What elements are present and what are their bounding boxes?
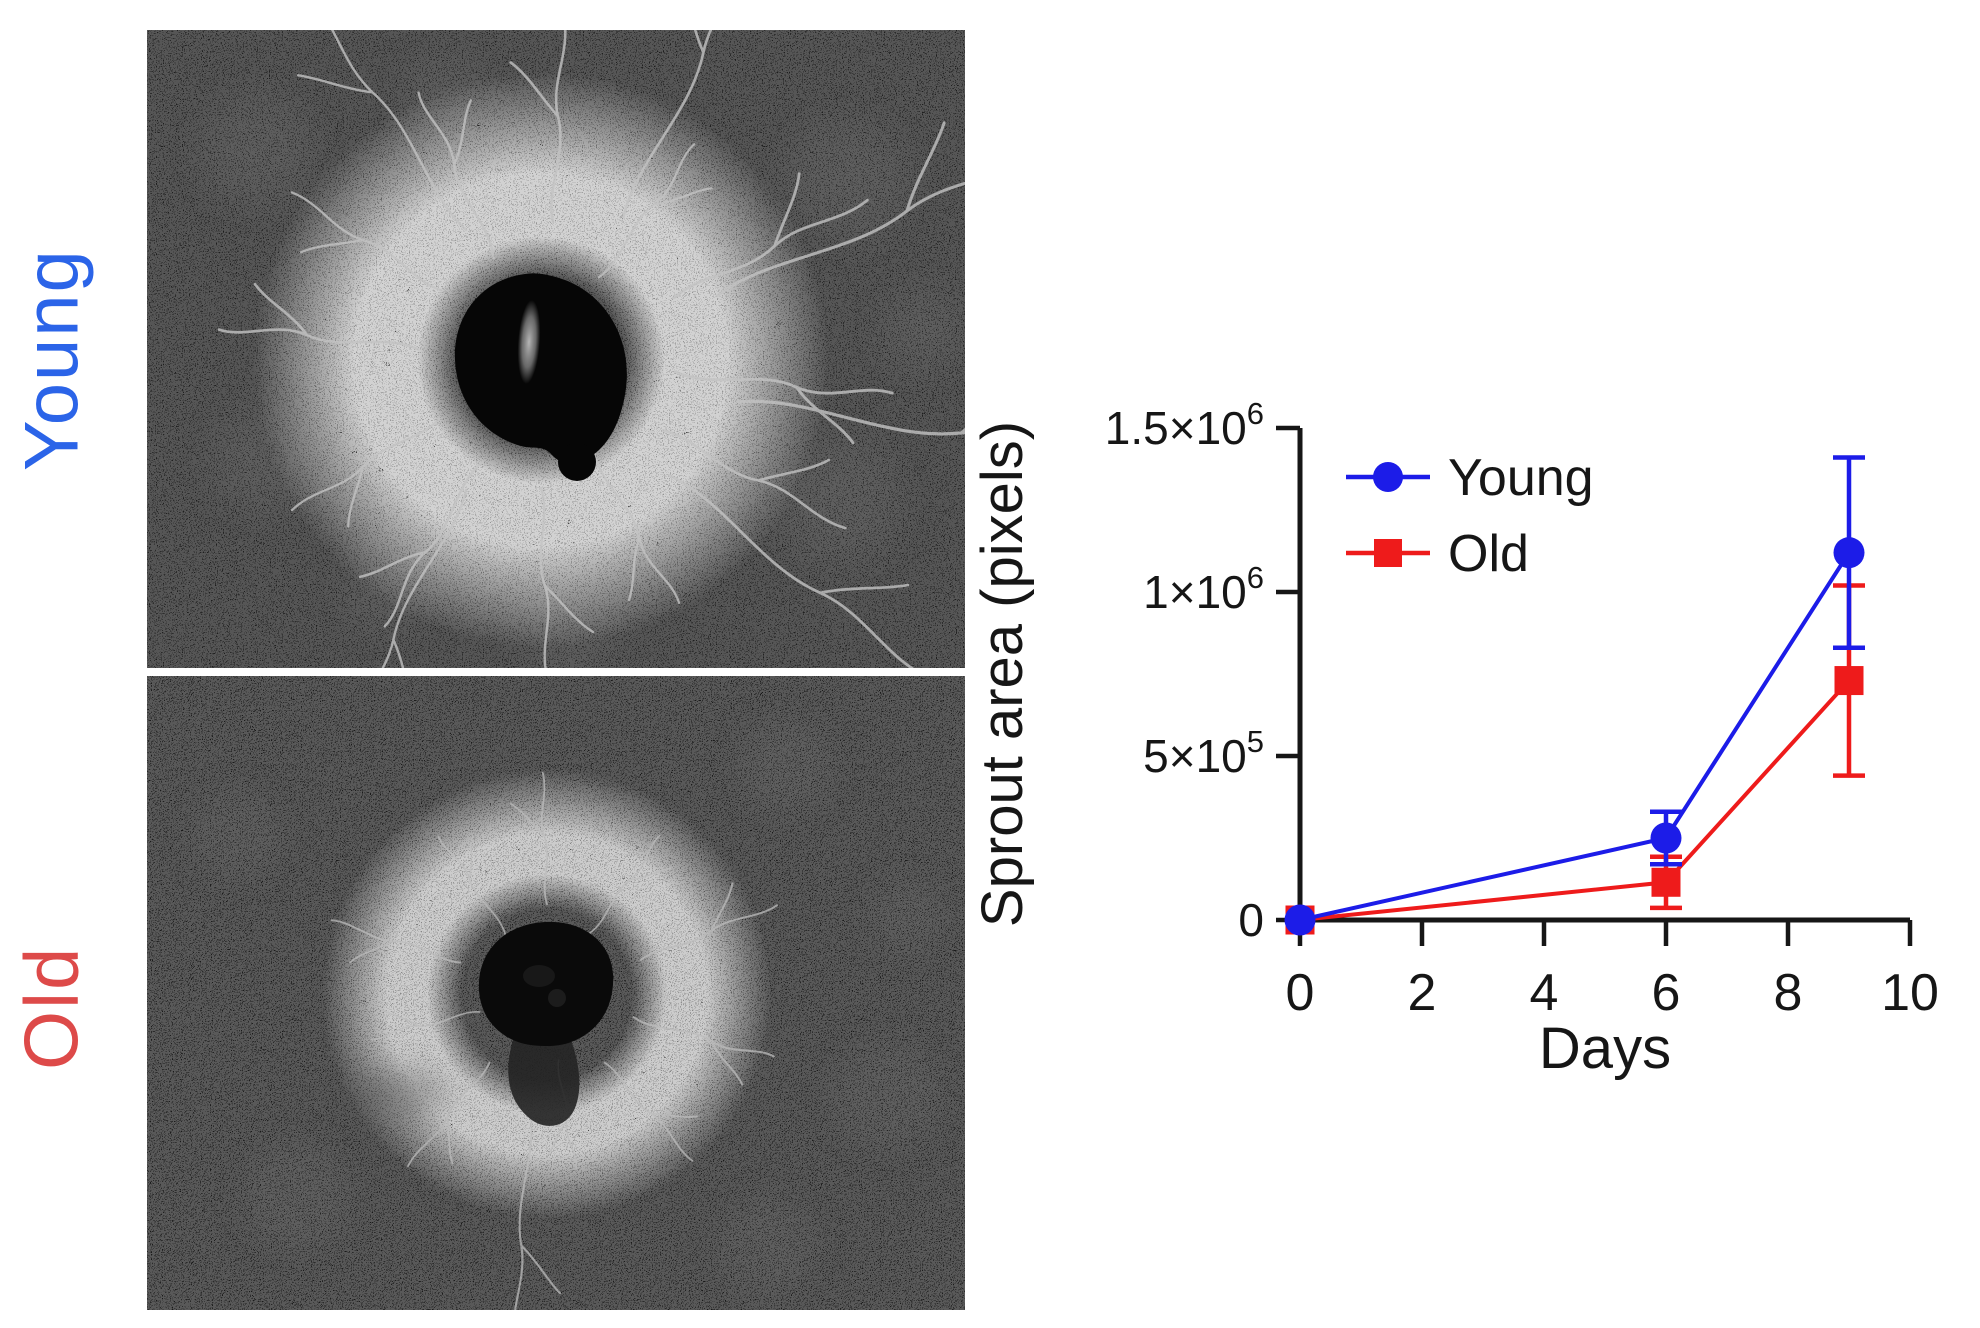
series-young <box>1284 455 1865 936</box>
x-tick-label: 8 <box>1774 964 1803 1022</box>
spheroid-blob <box>454 273 627 481</box>
young-micrograph <box>147 30 965 668</box>
legend-item-young: Young <box>1346 449 1594 507</box>
data-point <box>1650 822 1682 854</box>
x-tick-label: 6 <box>1652 964 1681 1022</box>
y-tick-label: 1×106 <box>1143 560 1264 618</box>
debris-wisp <box>349 1068 445 1120</box>
spheroid-core-highlight <box>517 300 541 384</box>
old-micrograph <box>147 676 965 1310</box>
series-line <box>1299 679 1851 922</box>
x-tick-label: 4 <box>1530 964 1559 1022</box>
y-tick-label: 5×105 <box>1143 724 1264 782</box>
young-side-label: Young <box>9 248 95 472</box>
series-old <box>1285 583 1865 935</box>
series-line <box>1299 551 1851 922</box>
x-tick-label: 10 <box>1881 964 1939 1022</box>
axes-lines <box>1297 428 1910 923</box>
legend-old-label: Old <box>1448 525 1529 583</box>
x-tick-label: 2 <box>1408 964 1437 1022</box>
legend-young-circle-icon <box>1373 462 1403 492</box>
x-tick-label: 0 <box>1286 964 1315 1022</box>
legend-item-old: Old <box>1346 525 1529 583</box>
data-point <box>1284 904 1316 936</box>
y-axis-title: Sprout area (pixels) <box>970 421 1035 927</box>
y-tick-label: 1.5×106 <box>1105 396 1264 454</box>
plot-area: 0 5×105 1×106 1.5×106 0 2 4 6 8 10 <box>1105 396 1939 1022</box>
sprout-area-chart: Sprout area (pixels) Days 0 5×105 1×106 1.5… <box>970 396 1939 1081</box>
x-axis-title: Days <box>1539 1016 1671 1081</box>
legend-young-label: Young <box>1448 449 1594 507</box>
old-side-label: Old <box>9 945 95 1071</box>
spheroid-blob <box>478 921 614 1126</box>
legend: Young Old <box>1346 449 1594 583</box>
data-point <box>1833 537 1865 569</box>
y-tick-label: 0 <box>1238 894 1264 946</box>
data-point <box>1834 666 1864 696</box>
spheroid-tail <box>508 1034 580 1126</box>
sprout-halo <box>147 30 965 668</box>
data-point <box>1651 867 1681 897</box>
legend-old-square-icon <box>1374 539 1402 567</box>
